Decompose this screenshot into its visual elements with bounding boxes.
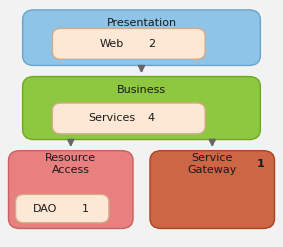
Text: 2: 2 <box>148 39 155 49</box>
FancyBboxPatch shape <box>150 151 275 228</box>
Text: 4: 4 <box>148 113 155 124</box>
FancyBboxPatch shape <box>52 28 205 59</box>
Text: Web: Web <box>100 39 124 49</box>
Text: Resource
Access: Resource Access <box>45 153 96 175</box>
FancyBboxPatch shape <box>23 77 260 140</box>
Text: Services: Services <box>88 113 135 124</box>
FancyBboxPatch shape <box>23 10 260 65</box>
Text: 1: 1 <box>257 159 265 169</box>
Text: DAO: DAO <box>33 204 57 214</box>
Text: Service
Gateway: Service Gateway <box>188 153 237 175</box>
Text: Business: Business <box>117 85 166 95</box>
FancyBboxPatch shape <box>52 103 205 134</box>
FancyBboxPatch shape <box>8 151 133 228</box>
Text: 1: 1 <box>82 204 88 214</box>
Text: Presentation: Presentation <box>106 19 177 28</box>
FancyBboxPatch shape <box>16 194 109 223</box>
